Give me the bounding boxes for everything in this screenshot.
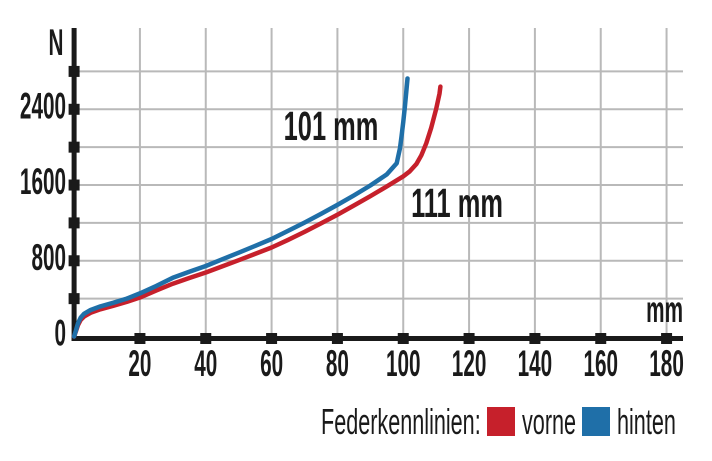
y-axis-tick xyxy=(68,255,80,267)
legend-label-vorne: vorne xyxy=(522,401,577,442)
x-axis-tick xyxy=(463,333,475,344)
annotation-hinten-max-travel: 101 mm xyxy=(284,104,379,150)
x-axis-tick xyxy=(266,333,278,344)
x-axis-unit-label: mm xyxy=(646,290,683,331)
y-axis-unit-label: N xyxy=(49,23,64,64)
y-tick-label: 0 xyxy=(54,313,66,354)
x-tick-label: 180 xyxy=(649,344,684,385)
y-axis-tick xyxy=(68,141,80,153)
legend-swatch-vorne-icon xyxy=(487,407,515,436)
x-axis-tick xyxy=(397,333,409,344)
y-axis-tick xyxy=(68,217,80,229)
y-axis-tick xyxy=(68,65,80,77)
x-axis-tick xyxy=(331,333,343,344)
x-tick-label: 60 xyxy=(260,344,283,385)
x-axis-tick xyxy=(200,333,212,344)
x-axis-tick xyxy=(595,333,607,344)
legend-swatch-hinten-icon xyxy=(582,407,610,436)
x-axis-tick xyxy=(529,333,541,344)
x-tick-label: 20 xyxy=(128,344,151,385)
x-tick-label: 80 xyxy=(326,344,349,385)
x-tick-label: 140 xyxy=(518,344,553,385)
annotation-vorne-max-travel: 111 mm xyxy=(411,181,503,227)
x-tick-label: 40 xyxy=(194,344,217,385)
curve-vorne xyxy=(71,84,443,339)
legend-label-hinten: hinten xyxy=(617,401,676,442)
x-axis-tick xyxy=(134,333,146,344)
legend-title: Federkennlinien: xyxy=(321,401,481,442)
y-axis-tick xyxy=(68,293,80,305)
x-tick-label: 120 xyxy=(452,344,487,385)
y-axis-tick xyxy=(68,179,80,191)
y-axis-tick xyxy=(68,103,80,115)
x-axis-tick xyxy=(661,333,673,344)
x-tick-label: 160 xyxy=(583,344,618,385)
y-tick-label: 2400 xyxy=(20,86,66,127)
y-tick-label: 800 xyxy=(31,238,66,279)
curve-hinten xyxy=(71,76,410,339)
y-tick-label: 1600 xyxy=(20,162,66,203)
x-tick-label: 100 xyxy=(386,344,421,385)
